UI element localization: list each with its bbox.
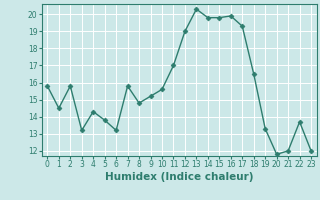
- X-axis label: Humidex (Indice chaleur): Humidex (Indice chaleur): [105, 172, 253, 182]
